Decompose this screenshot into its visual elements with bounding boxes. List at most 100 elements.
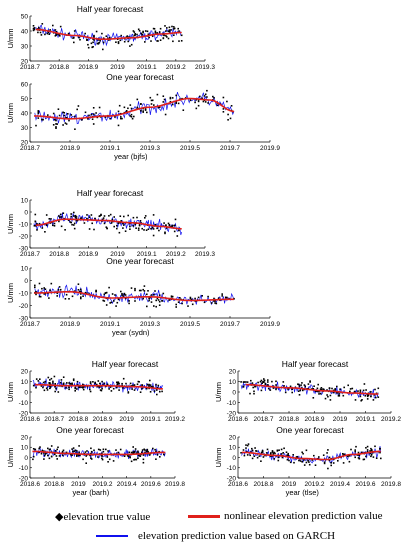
true-value-point bbox=[322, 454, 325, 456]
true-value-point bbox=[334, 389, 336, 391]
true-value-point bbox=[70, 213, 72, 215]
true-value-point bbox=[115, 41, 117, 43]
true-value-point bbox=[130, 113, 133, 116]
true-value-point bbox=[309, 381, 311, 383]
y-tick-label: 20 bbox=[21, 434, 29, 441]
true-value-point bbox=[84, 111, 87, 114]
true-value-point bbox=[293, 461, 295, 464]
true-value-point bbox=[169, 100, 172, 103]
x-tick-label: 2019.7 bbox=[220, 145, 240, 152]
true-value-point bbox=[117, 124, 120, 127]
true-value-point bbox=[316, 390, 319, 392]
true-value-point bbox=[329, 394, 332, 397]
true-value-point bbox=[144, 108, 147, 110]
true-value-point bbox=[165, 224, 167, 226]
true-value-point bbox=[275, 384, 277, 386]
red-line-icon bbox=[188, 514, 220, 518]
true-value-point bbox=[155, 305, 157, 308]
chart-title: Half year forecast bbox=[282, 359, 349, 369]
true-value-point bbox=[131, 117, 134, 120]
true-value-point bbox=[57, 391, 60, 393]
true-value-point bbox=[102, 448, 105, 451]
true-value-point bbox=[146, 387, 148, 390]
true-value-point bbox=[171, 97, 174, 99]
chart-title: Half year forecast bbox=[77, 188, 144, 198]
true-value-point bbox=[276, 450, 279, 452]
true-value-point bbox=[62, 111, 64, 114]
true-value-point bbox=[320, 387, 323, 389]
x-tick-label: 2018.9 bbox=[60, 145, 80, 152]
true-value-point bbox=[102, 450, 105, 453]
true-value-point bbox=[86, 385, 89, 388]
true-value-point bbox=[286, 454, 289, 456]
true-value-point bbox=[55, 127, 57, 129]
true-value-point bbox=[64, 298, 67, 300]
y-tick-label: 0 bbox=[24, 455, 28, 462]
y-axis-label: U/mm bbox=[6, 448, 15, 468]
true-value-point bbox=[88, 114, 90, 117]
true-value-point bbox=[50, 218, 52, 220]
true-value-point bbox=[140, 32, 143, 35]
true-value-point bbox=[59, 25, 62, 28]
true-value-point bbox=[105, 448, 107, 451]
true-value-point bbox=[93, 449, 95, 452]
true-value-point bbox=[165, 30, 167, 32]
true-value-point bbox=[138, 224, 141, 227]
true-value-point bbox=[277, 456, 280, 459]
true-value-point bbox=[35, 290, 37, 293]
true-value-point bbox=[284, 391, 287, 394]
true-value-point bbox=[251, 447, 253, 450]
true-value-point bbox=[172, 40, 174, 43]
true-value-point bbox=[153, 104, 155, 106]
true-value-point bbox=[103, 215, 106, 217]
true-value-point bbox=[145, 229, 148, 231]
true-value-point bbox=[165, 35, 167, 37]
true-value-point bbox=[360, 399, 362, 402]
true-value-point bbox=[242, 449, 245, 451]
true-value-point bbox=[291, 388, 293, 391]
true-value-point bbox=[311, 459, 313, 461]
true-value-point bbox=[164, 232, 166, 235]
true-value-point bbox=[342, 453, 344, 455]
true-value-point bbox=[74, 115, 76, 118]
true-value-point bbox=[122, 377, 125, 380]
x-tick-label: 2019.4 bbox=[117, 481, 137, 488]
true-value-point bbox=[148, 36, 150, 39]
true-value-point bbox=[327, 449, 329, 451]
true-value-point bbox=[286, 458, 289, 461]
true-value-point bbox=[40, 385, 43, 387]
true-value-point bbox=[245, 381, 247, 383]
true-value-point bbox=[296, 456, 299, 458]
true-value-point bbox=[142, 30, 144, 33]
true-value-point bbox=[52, 124, 55, 126]
true-value-point bbox=[267, 387, 270, 390]
true-value-point bbox=[361, 399, 363, 401]
true-value-point bbox=[102, 217, 105, 219]
true-value-point bbox=[64, 229, 66, 231]
true-value-point bbox=[362, 458, 365, 461]
true-value-point bbox=[72, 37, 74, 39]
true-value-point bbox=[133, 389, 136, 391]
true-value-point bbox=[113, 216, 115, 218]
true-value-point bbox=[79, 454, 81, 457]
true-value-point bbox=[145, 450, 148, 452]
x-tick-label: 2018.7 bbox=[254, 416, 274, 423]
true-value-point bbox=[92, 38, 94, 40]
true-value-point bbox=[49, 29, 51, 31]
true-value-point bbox=[72, 450, 74, 453]
true-value-point bbox=[162, 101, 165, 103]
chart-panel: Half year forecast U/mm 2018.7 2018.8 2018.9… bbox=[6, 188, 215, 258]
true-value-point bbox=[103, 382, 106, 385]
legend-nonlinear-label: nonlinear elevation prediction value bbox=[224, 510, 383, 522]
x-tick-label: 2019 bbox=[119, 416, 134, 423]
true-value-point bbox=[308, 461, 310, 463]
true-value-point bbox=[153, 305, 155, 307]
blue-line-icon bbox=[96, 535, 128, 538]
true-value-point bbox=[375, 396, 377, 399]
true-value-point bbox=[104, 292, 107, 294]
true-value-point bbox=[319, 392, 322, 395]
true-value-point bbox=[173, 230, 176, 233]
y-tick-label: 40 bbox=[21, 28, 29, 35]
true-value-point bbox=[149, 384, 152, 386]
true-value-point bbox=[50, 282, 53, 285]
